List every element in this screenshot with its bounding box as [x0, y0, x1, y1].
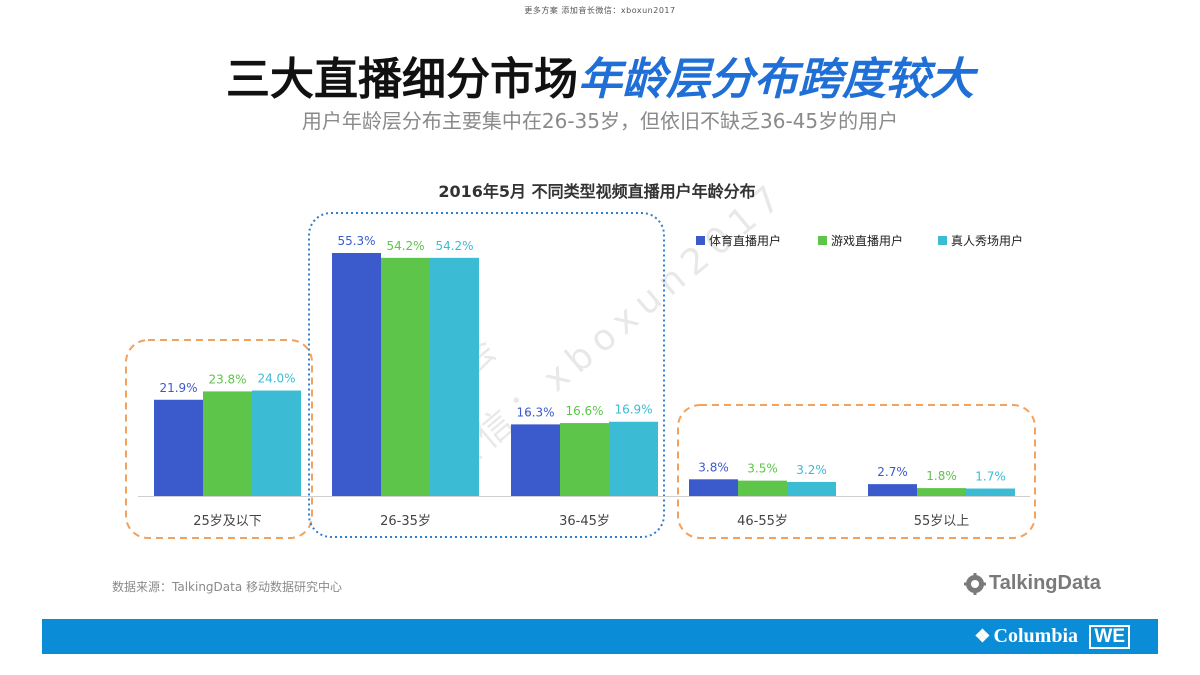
page-subtitle: 用户年龄层分布主要集中在26-35岁，但依旧不缺乏36-45岁的用户 — [301, 109, 899, 133]
bar-3-5 — [966, 488, 1015, 496]
data-label: 16.6% — [565, 404, 603, 418]
data-label: 24.0% — [257, 372, 295, 386]
data-label: 2.7% — [877, 465, 908, 479]
data-label: 54.2% — [386, 239, 424, 253]
page-title-part2: 年龄层分布跨度较大 — [578, 54, 974, 105]
bar-1-4 — [689, 479, 738, 496]
bar-3-2 — [430, 257, 479, 496]
bar-2-2 — [381, 257, 430, 496]
bar-1-5 — [868, 484, 917, 496]
bar-3-4 — [787, 481, 836, 496]
legend-swatch-3 — [938, 236, 947, 245]
highlight-box-1 — [125, 339, 313, 539]
data-label: 16.3% — [516, 405, 554, 419]
chart-title: 2016年5月 不同类型视频直播用户年龄分布 — [438, 182, 755, 201]
columbia-logo: ❖ Columbia — [974, 625, 1078, 648]
category-label: 25岁及以下 — [193, 514, 262, 529]
bar-1-1 — [154, 399, 203, 496]
bar-2-3 — [560, 423, 609, 496]
bar-2-5 — [917, 488, 966, 496]
data-label: 23.8% — [208, 372, 246, 386]
footer-bar: ❖ Columbia WE — [42, 619, 1158, 654]
page-title: 三大直播细分市场年龄层分布跨度较大 — [0, 52, 1200, 108]
data-label: 55.3% — [337, 234, 375, 248]
data-label: 3.2% — [796, 463, 827, 477]
legend-label-1: 体育直播用户 — [709, 233, 781, 248]
data-label: 16.9% — [614, 403, 652, 417]
legend-label-2: 游戏直播用户 — [831, 233, 903, 248]
bar-1-2 — [332, 253, 381, 496]
data-source-note: 数据来源：TalkingData 移动数据研究中心 — [112, 580, 343, 594]
we-logo: WE — [1089, 625, 1130, 649]
category-label: 46-55岁 — [737, 514, 788, 529]
bar-2-4 — [738, 480, 787, 496]
bar-2-1 — [203, 391, 252, 496]
data-label: 54.2% — [435, 239, 473, 253]
data-label: 21.9% — [159, 381, 197, 395]
talkingdata-logo: TalkingData — [964, 572, 1101, 595]
bar-3-3 — [609, 421, 658, 496]
data-label: 1.8% — [926, 469, 957, 483]
bar-1-3 — [511, 424, 560, 496]
talkingdata-logo-text: TalkingData — [989, 572, 1101, 594]
highlight-box-3 — [677, 404, 1036, 539]
legend-label-3: 真人秀场用户 — [951, 233, 1023, 248]
highlight-box-2 — [308, 212, 665, 538]
category-label: 36-45岁 — [559, 514, 610, 529]
top-note: 更多方案 添加音长微信：xboxun2017 — [524, 6, 676, 15]
columbia-diamond-icon: ❖ — [974, 626, 991, 646]
page-title-part1: 三大直播细分市场 — [226, 54, 578, 105]
data-label: 3.8% — [698, 460, 729, 474]
data-label: 1.7% — [975, 470, 1006, 484]
data-label: 3.5% — [747, 462, 778, 476]
columbia-logo-text: Columbia — [993, 625, 1078, 647]
legend-swatch-2 — [818, 236, 827, 245]
talkingdata-gear-icon — [964, 572, 986, 595]
category-label: 26-35岁 — [380, 514, 431, 529]
category-label: 55岁以上 — [914, 514, 970, 529]
legend-swatch-1 — [696, 236, 705, 245]
bar-3-1 — [252, 390, 301, 496]
